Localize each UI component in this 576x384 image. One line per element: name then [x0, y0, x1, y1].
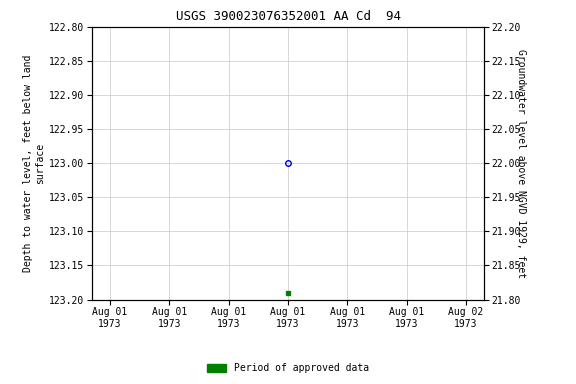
Y-axis label: Depth to water level, feet below land
surface: Depth to water level, feet below land su…	[22, 55, 45, 272]
Legend: Period of approved data: Period of approved data	[203, 359, 373, 377]
Y-axis label: Groundwater level above NGVD 1929, feet: Groundwater level above NGVD 1929, feet	[517, 49, 526, 278]
Title: USGS 390023076352001 AA Cd  94: USGS 390023076352001 AA Cd 94	[176, 10, 400, 23]
